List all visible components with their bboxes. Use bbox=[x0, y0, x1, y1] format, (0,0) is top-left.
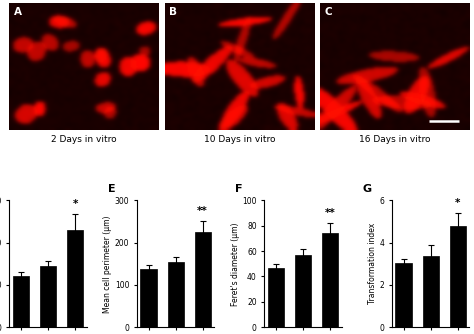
Bar bbox=[422, 257, 439, 327]
Text: G: G bbox=[363, 184, 372, 194]
Text: *: * bbox=[455, 198, 460, 208]
Text: **: ** bbox=[325, 208, 336, 218]
Bar bbox=[395, 263, 412, 327]
X-axis label: 10 Days in vitro: 10 Days in vitro bbox=[204, 135, 275, 144]
Bar bbox=[13, 276, 29, 327]
Bar bbox=[67, 230, 83, 327]
X-axis label: 16 Days in vitro: 16 Days in vitro bbox=[359, 135, 430, 144]
Bar bbox=[449, 226, 466, 327]
Y-axis label: Feret's diameter (μm): Feret's diameter (μm) bbox=[230, 222, 239, 306]
Bar bbox=[140, 269, 157, 327]
Y-axis label: Transformation index: Transformation index bbox=[368, 223, 377, 304]
Bar bbox=[167, 262, 184, 327]
Text: **: ** bbox=[197, 206, 208, 216]
Bar bbox=[40, 266, 56, 327]
Bar bbox=[322, 233, 338, 327]
Text: B: B bbox=[169, 7, 177, 17]
Bar bbox=[268, 268, 284, 327]
X-axis label: 2 Days in vitro: 2 Days in vitro bbox=[51, 135, 117, 144]
Text: E: E bbox=[108, 184, 115, 194]
Text: C: C bbox=[325, 7, 332, 17]
Bar bbox=[295, 255, 311, 327]
Text: *: * bbox=[73, 199, 78, 209]
Bar bbox=[194, 232, 211, 327]
Y-axis label: Mean cell perimeter (μm): Mean cell perimeter (μm) bbox=[103, 215, 112, 313]
Text: F: F bbox=[235, 184, 243, 194]
Text: A: A bbox=[14, 7, 22, 17]
